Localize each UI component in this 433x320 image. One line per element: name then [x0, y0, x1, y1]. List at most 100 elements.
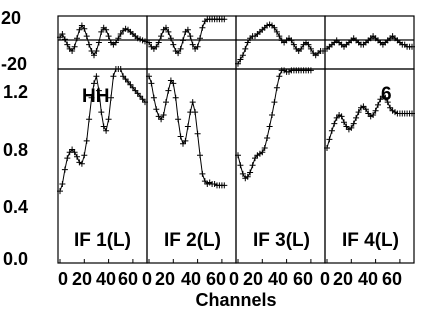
data-point-marker	[276, 73, 283, 80]
data-point-marker	[142, 99, 148, 106]
xtick-label: 60	[382, 269, 402, 289]
data-point-marker	[108, 94, 114, 101]
data-point-marker	[175, 50, 182, 57]
data-point-marker	[370, 112, 377, 118]
x-tick-labels-2: 0 20 40 60	[142, 269, 226, 289]
data-point-marker	[86, 41, 93, 48]
data-point-marker	[264, 135, 271, 141]
xtick-label: 60	[293, 269, 313, 289]
data-point-marker	[105, 33, 112, 40]
xtick-label: 40	[181, 269, 201, 289]
data-point-marker	[239, 170, 246, 177]
data-point-marker	[76, 26, 83, 33]
data-point-marker	[307, 67, 314, 74]
data-point-marker	[110, 73, 117, 80]
data-point-marker	[237, 56, 244, 63]
data-point-marker	[95, 87, 102, 94]
data-point-marker	[103, 127, 110, 134]
data-point-marker	[184, 26, 191, 33]
xtick-label: 0	[229, 269, 239, 289]
data-point-marker	[78, 160, 85, 167]
x-tick-labels-4: 0 20 40 60	[320, 269, 402, 289]
data-point-marker	[271, 99, 278, 106]
data-point-marker	[64, 155, 71, 162]
xtick-label: 20	[155, 269, 175, 289]
x-axis-title: Channels	[195, 290, 276, 310]
data-point-marker	[74, 153, 80, 160]
data-point-marker	[175, 116, 182, 123]
data-point-marker	[239, 52, 246, 59]
data-point-marker	[273, 28, 280, 35]
xtick-label: 0	[142, 269, 152, 289]
data-point-marker	[221, 16, 228, 23]
data-point-marker	[409, 43, 415, 50]
data-point-marker	[93, 48, 100, 54]
data-point-marker	[103, 26, 110, 33]
data-point-marker	[273, 84, 280, 91]
data-point-marker	[150, 94, 157, 101]
top-series-3	[235, 21, 326, 67]
top-series-1	[57, 22, 148, 59]
data-point-marker	[189, 99, 196, 106]
data-point-marker	[64, 41, 71, 48]
data-point-marker	[59, 31, 66, 37]
data-point-marker	[189, 41, 196, 48]
data-point-marker	[155, 39, 162, 46]
data-point-marker	[91, 80, 97, 87]
xtick-label: 20	[243, 269, 263, 289]
xtick-label: 0	[58, 269, 68, 289]
data-point-marker	[235, 152, 241, 159]
series-layer	[57, 16, 415, 195]
bottom-series-4-line	[326, 95, 412, 149]
x-tick-marks	[59, 259, 401, 263]
data-point-marker	[160, 112, 167, 118]
data-point-marker	[242, 45, 249, 52]
data-point-marker	[247, 169, 254, 176]
data-point-marker	[271, 24, 278, 31]
data-point-marker	[59, 181, 66, 187]
data-point-marker	[249, 162, 256, 169]
data-point-marker	[177, 133, 184, 140]
data-point-marker	[93, 73, 100, 80]
bottom-series-3	[235, 67, 314, 182]
data-point-marker	[163, 99, 169, 106]
data-point-marker	[146, 73, 152, 80]
bottom-series-1	[57, 66, 148, 195]
data-point-marker	[153, 106, 160, 113]
data-point-marker	[146, 39, 152, 46]
bottom-panel-frame-4	[324, 68, 415, 264]
data-point-marker	[83, 33, 90, 40]
data-point-marker	[61, 166, 68, 173]
xtick-label: 60	[206, 269, 226, 289]
data-point-marker	[372, 107, 379, 114]
data-point-marker	[100, 123, 107, 130]
data-point-marker	[350, 120, 357, 127]
data-point-marker	[194, 130, 201, 137]
data-point-marker	[115, 35, 122, 42]
data-point-marker	[86, 116, 93, 123]
data-point-marker	[331, 120, 338, 127]
data-point-marker	[71, 149, 78, 156]
data-point-marker	[341, 119, 347, 126]
bottom-ytick-label: 0.0	[3, 249, 28, 269]
data-point-marker	[88, 94, 95, 101]
data-point-marker	[158, 116, 165, 123]
data-point-marker	[261, 145, 268, 151]
data-point-marker	[184, 123, 191, 130]
data-point-marker	[142, 38, 148, 45]
top-series-4	[324, 33, 415, 52]
panel-label-3: IF 3(L)	[253, 230, 310, 251]
data-point-marker	[298, 45, 305, 52]
data-point-marker	[362, 106, 369, 113]
bottom-series-4	[324, 93, 415, 151]
data-point-marker	[326, 136, 333, 143]
data-point-marker	[244, 39, 251, 46]
data-point-marker	[170, 41, 177, 48]
data-point-marker	[290, 41, 297, 48]
data-point-marker	[57, 188, 63, 195]
data-point-marker	[165, 28, 172, 35]
bottom-ytick-label: 0.8	[3, 140, 28, 160]
data-point-marker	[259, 149, 266, 156]
data-point-marker	[375, 101, 381, 108]
